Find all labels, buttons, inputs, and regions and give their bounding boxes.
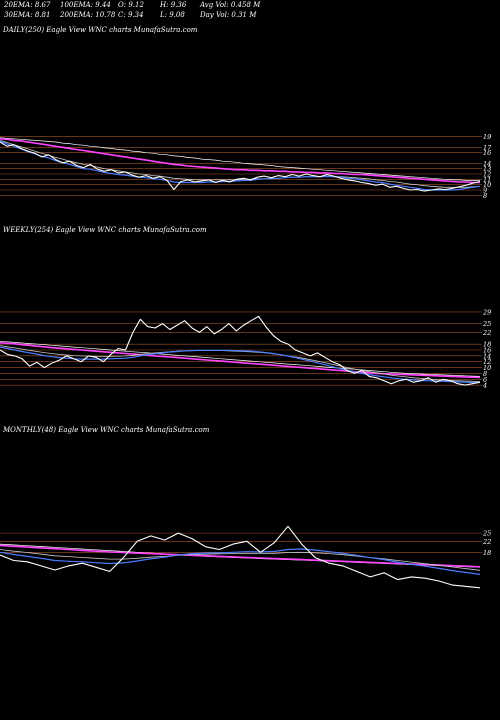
daily-y-tick-label: 8: [483, 192, 487, 200]
daily-y-tick-label: 10: [483, 181, 491, 189]
daily-y-tick-label: 19: [483, 133, 491, 141]
daily-y-tick-label: 17: [483, 144, 492, 152]
daily-y-tick-label: 16: [483, 149, 491, 157]
daily-ema100-line: [0, 138, 480, 184]
weekly-y-tick-label: 22: [482, 329, 491, 337]
ema100-value: 100EMA: 9.44: [60, 1, 111, 9]
daily-y-tick-label: 9: [483, 187, 487, 195]
monthly-y-tick-label: 25: [482, 530, 491, 538]
weekly-y-tick-label: 10: [483, 364, 491, 372]
monthly-ema20-line: [0, 548, 481, 575]
weekly-ema100-line: [0, 341, 481, 379]
daily-panel-label: DAILY(250) Eagle View WNC charts MunafaS…: [3, 26, 198, 34]
daily-ema20-line: [0, 140, 481, 191]
close-value: C: 9.34: [118, 11, 144, 19]
weekly-panel-label: WEEKLY(254) Eagle View WNC charts Munafa…: [3, 226, 207, 234]
daily-y-tick-label: 11: [483, 176, 491, 184]
monthly-price-line: [0, 525, 481, 589]
monthly-y-tick-label: 18: [483, 549, 491, 557]
low-value: L: 9.08: [160, 11, 185, 19]
weekly-y-tick-label: 6: [483, 376, 487, 384]
daily-y-tick-label: 13: [483, 165, 491, 173]
daily-ema30-line: [0, 140, 481, 188]
day-volume-value: Day Vol: 0.31 M: [200, 11, 257, 19]
weekly-price-line: [0, 315, 481, 386]
weekly-y-tick-label: 4: [482, 382, 487, 390]
high-value: H: 9.36: [160, 1, 187, 9]
weekly-y-tick-label: 14: [483, 352, 491, 360]
monthly-y-tick-label: 22: [482, 538, 491, 546]
open-value: O: 9.12: [118, 1, 144, 9]
weekly-y-tick-label: 16: [483, 347, 491, 355]
monthly-panel-label: MONTHLY(48) Eagle View WNC charts Munafa…: [3, 426, 210, 434]
weekly-y-tick-label: 12: [483, 358, 491, 366]
ema200-value: 200EMA: 10.78: [60, 11, 116, 19]
ema30-value: 30EMA: 8.81: [4, 11, 51, 19]
daily-y-tick-label: 14: [483, 160, 491, 168]
weekly-y-tick-label: 25: [482, 320, 491, 328]
monthly-ema100-line: [0, 544, 481, 568]
weekly-y-tick-label: 18: [483, 341, 491, 349]
daily-y-tick-label: 12: [483, 171, 491, 179]
daily-price-line: [0, 141, 481, 192]
weekly-ema200-line: [0, 340, 481, 377]
weekly-ema20-line: [0, 346, 480, 384]
avg-volume-value: Avg Vol: 0.458 M: [200, 1, 261, 9]
daily-ema200-line: [0, 137, 480, 181]
weekly-y-tick-label: 29: [482, 308, 491, 316]
ema20-value: 20EMA: 8.67: [4, 1, 51, 9]
monthly-ema30-line: [0, 549, 481, 571]
weekly-y-tick-label: 8: [483, 370, 487, 378]
